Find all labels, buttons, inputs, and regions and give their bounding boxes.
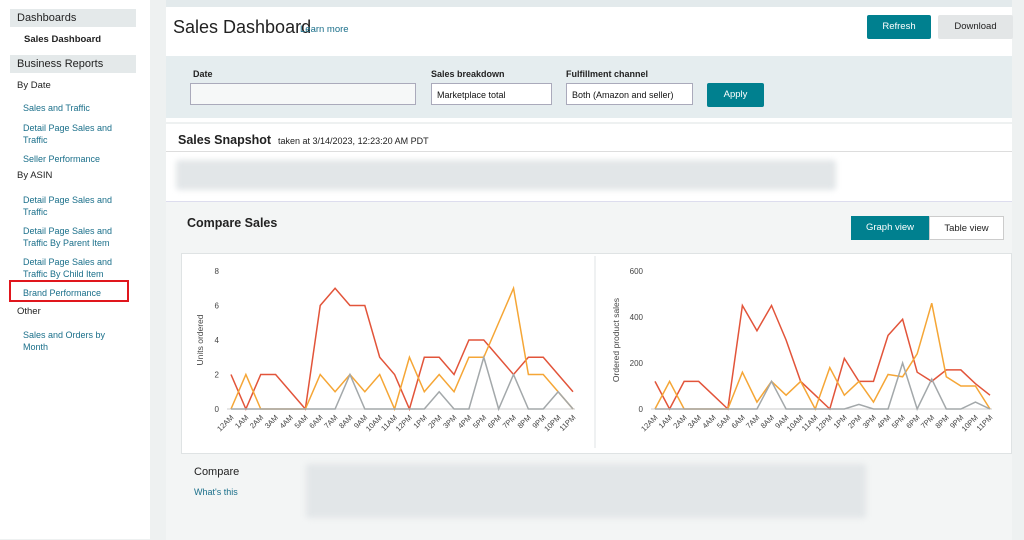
group-title: By ASIN bbox=[17, 170, 53, 181]
snapshot-title: Sales Snapshot bbox=[178, 133, 272, 147]
y-tick-label: 4 bbox=[215, 336, 220, 345]
nav-link[interactable]: Detail Page Sales and Traffic bbox=[23, 123, 113, 145]
x-tick-label: 6PM bbox=[904, 413, 921, 430]
channel-select[interactable]: Both (Amazon and seller) bbox=[566, 83, 693, 105]
compare-footer-title: Compare bbox=[194, 466, 240, 478]
x-tick-label: 5AM bbox=[292, 413, 309, 430]
filter-bar: Date Sales breakdown Marketplace total F… bbox=[166, 56, 1012, 118]
nav-item[interactable]: Sales Dashboard bbox=[24, 34, 102, 45]
divider bbox=[166, 151, 1012, 152]
y-tick-label: 6 bbox=[215, 302, 220, 311]
x-tick-label: 4PM bbox=[456, 413, 473, 430]
x-tick-label: 8PM bbox=[516, 413, 533, 430]
nav-link[interactable]: Detail Page Sales and Traffic By Child I… bbox=[23, 257, 113, 279]
x-tick-label: 7AM bbox=[322, 413, 339, 430]
section-title: Dashboards bbox=[10, 9, 136, 27]
x-tick-label: 10PM bbox=[542, 413, 562, 433]
compare-title: Compare Sales bbox=[187, 216, 278, 230]
sidebar: Dashboards Sales Dashboard Business Repo… bbox=[0, 0, 150, 539]
main: Sales Dashboard Learn more Refresh Downl… bbox=[166, 0, 1013, 540]
filter-label: Sales breakdown bbox=[431, 69, 505, 79]
graph-view-toggle[interactable]: Graph view bbox=[851, 216, 929, 240]
refresh-button[interactable]: Refresh bbox=[867, 15, 931, 39]
filter-label: Date bbox=[193, 69, 213, 79]
x-tick-label: 3AM bbox=[686, 413, 703, 430]
snapshot-time: taken at 3/14/2023, 12:23:20 AM PDT bbox=[278, 136, 429, 146]
x-tick-label: 1AM bbox=[233, 413, 250, 430]
x-tick-label: 7AM bbox=[744, 413, 761, 430]
charts-box bbox=[181, 253, 1012, 454]
nav-link[interactable]: Seller Performance bbox=[23, 154, 101, 164]
x-tick-label: 8AM bbox=[759, 413, 776, 430]
breakdown-select[interactable]: Marketplace total bbox=[431, 83, 552, 105]
x-tick-label: 6AM bbox=[730, 413, 747, 430]
line-series bbox=[230, 287, 574, 412]
y-axis-label: Units ordered bbox=[195, 314, 205, 365]
x-tick-label: 11PM bbox=[975, 413, 995, 433]
x-tick-label: 7PM bbox=[919, 413, 936, 430]
y-tick-label: 600 bbox=[630, 267, 644, 276]
x-tick-label: 11PM bbox=[558, 413, 578, 433]
x-tick-label: 1AM bbox=[657, 413, 674, 430]
x-tick-label: 7PM bbox=[501, 413, 518, 430]
table-view-toggle[interactable]: Table view bbox=[929, 216, 1004, 240]
group-title: By Date bbox=[17, 80, 51, 91]
nav-link[interactable]: Detail Page Sales and Traffic By Parent … bbox=[23, 226, 113, 248]
x-tick-label: 2AM bbox=[671, 413, 688, 430]
highlight-box bbox=[9, 280, 129, 302]
y-tick-label: 0 bbox=[639, 405, 644, 414]
x-tick-label: 2AM bbox=[248, 413, 265, 430]
y-tick-label: 0 bbox=[215, 405, 220, 414]
x-tick-label: 4PM bbox=[875, 413, 892, 430]
x-tick-label: 6AM bbox=[307, 413, 324, 430]
x-tick-label: 5PM bbox=[471, 413, 488, 430]
x-tick-label: 8PM bbox=[933, 413, 950, 430]
download-button[interactable]: Download bbox=[938, 15, 1013, 39]
x-tick-label: 10AM bbox=[364, 413, 384, 433]
date-select[interactable] bbox=[190, 83, 416, 105]
y-tick-label: 8 bbox=[215, 267, 220, 276]
section-title: Business Reports bbox=[10, 55, 136, 73]
line-series bbox=[231, 354, 574, 412]
x-tick-label: 12AM bbox=[215, 413, 235, 433]
x-tick-label: 3PM bbox=[441, 413, 458, 430]
x-tick-label: 2PM bbox=[846, 413, 863, 430]
y-tick-label: 400 bbox=[630, 313, 644, 322]
filter-label: Fulfillment channel bbox=[566, 69, 649, 79]
line-series bbox=[655, 360, 991, 412]
blurred-metrics bbox=[176, 160, 836, 190]
page-title: Sales Dashboard bbox=[173, 17, 312, 37]
x-tick-label: 4AM bbox=[700, 413, 717, 430]
top-strip bbox=[166, 0, 1012, 7]
divider bbox=[166, 122, 1012, 124]
blurred-compare bbox=[306, 464, 866, 518]
x-tick-label: 1PM bbox=[411, 413, 428, 430]
x-tick-label: 2PM bbox=[426, 413, 443, 430]
compare-panel: Compare Sales Graph view Table view Comp… bbox=[166, 201, 1012, 540]
x-tick-label: 3PM bbox=[861, 413, 878, 430]
x-tick-label: 1PM bbox=[831, 413, 848, 430]
line-series bbox=[654, 302, 991, 411]
nav-link[interactable]: Detail Page Sales and Traffic bbox=[23, 195, 113, 217]
x-tick-label: 3AM bbox=[263, 413, 280, 430]
learn-more[interactable]: Learn more bbox=[300, 24, 349, 35]
y-tick-label: 200 bbox=[630, 359, 644, 368]
nav-link[interactable]: Sales and Traffic bbox=[23, 103, 90, 113]
x-tick-label: 4AM bbox=[278, 413, 295, 430]
x-tick-label: 5AM bbox=[715, 413, 732, 430]
x-tick-label: 12PM bbox=[394, 413, 414, 433]
x-tick-label: 6PM bbox=[486, 413, 503, 430]
group-title: Other bbox=[17, 306, 41, 317]
x-tick-label: 8AM bbox=[337, 413, 354, 430]
y-tick-label: 2 bbox=[215, 371, 220, 380]
whats-this-link[interactable]: What's this bbox=[194, 487, 238, 497]
y-axis-label: Ordered product sales bbox=[611, 298, 621, 382]
x-tick-label: 5PM bbox=[890, 413, 907, 430]
apply-button[interactable]: Apply bbox=[707, 83, 764, 107]
nav-link[interactable]: Brand Performance bbox=[23, 288, 102, 298]
line-series bbox=[654, 303, 991, 411]
nav-link[interactable]: Sales and Orders by Month bbox=[23, 330, 106, 352]
